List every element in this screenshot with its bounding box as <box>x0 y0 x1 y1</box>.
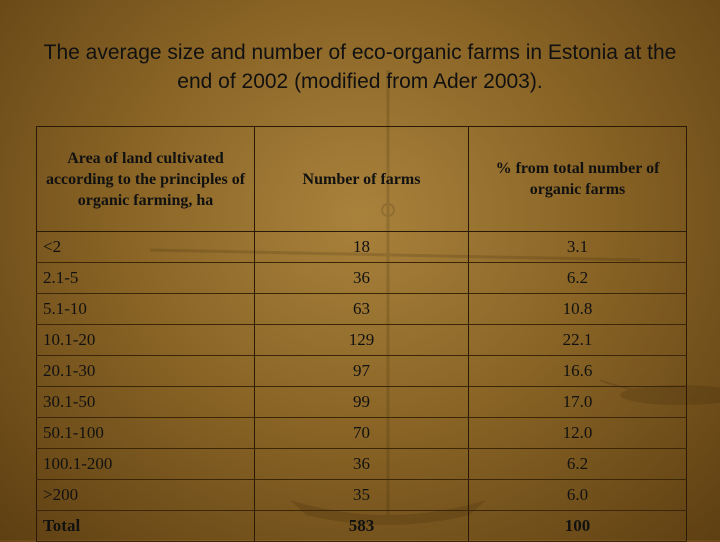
total-number: 583 <box>254 510 469 542</box>
cell-percent: 12.0 <box>468 417 687 449</box>
cell-area: 2.1-5 <box>36 262 255 294</box>
cell-number: 99 <box>254 386 469 418</box>
cell-percent: 6.2 <box>468 262 687 294</box>
total-percent: 100 <box>468 510 687 542</box>
table-row: 20.1-30 97 16.6 <box>36 355 687 387</box>
cell-number: 36 <box>254 262 469 294</box>
cell-area: <2 <box>36 231 255 263</box>
total-label: Total <box>36 510 255 542</box>
cell-area: 100.1-200 <box>36 448 255 480</box>
cell-number: 63 <box>254 293 469 325</box>
table-row: 2.1-5 36 6.2 <box>36 262 687 294</box>
table-header-row: Area of land cultivated according to the… <box>36 126 687 232</box>
table-row: 100.1-200 36 6.2 <box>36 448 687 480</box>
cell-area: 20.1-30 <box>36 355 255 387</box>
table-row: <2 18 3.1 <box>36 231 687 263</box>
cell-area: >200 <box>36 479 255 511</box>
cell-number: 129 <box>254 324 469 356</box>
table-row: 30.1-50 99 17.0 <box>36 386 687 418</box>
cell-number: 97 <box>254 355 469 387</box>
header-number-of-farms: Number of farms <box>254 126 469 232</box>
cell-area: 30.1-50 <box>36 386 255 418</box>
cell-area: 50.1-100 <box>36 417 255 449</box>
table-row: >200 35 6.0 <box>36 479 687 511</box>
cell-percent: 10.8 <box>468 293 687 325</box>
cell-percent: 3.1 <box>468 231 687 263</box>
table-row: 50.1-100 70 12.0 <box>36 417 687 449</box>
cell-percent: 6.0 <box>468 479 687 511</box>
organic-farms-table: Area of land cultivated according to the… <box>36 126 687 542</box>
cell-number: 70 <box>254 417 469 449</box>
cell-number: 35 <box>254 479 469 511</box>
table-total-row: Total 583 100 <box>36 510 687 542</box>
cell-number: 36 <box>254 448 469 480</box>
cell-area: 5.1-10 <box>36 293 255 325</box>
cell-percent: 6.2 <box>468 448 687 480</box>
table-row: 5.1-10 63 10.8 <box>36 293 687 325</box>
slide-title: The average size and number of eco-organ… <box>43 41 677 93</box>
header-percent: % from total number of organic farms <box>468 126 687 232</box>
cell-number: 18 <box>254 231 469 263</box>
cell-percent: 22.1 <box>468 324 687 356</box>
header-area: Area of land cultivated according to the… <box>36 126 255 232</box>
cell-percent: 17.0 <box>468 386 687 418</box>
cell-percent: 16.6 <box>468 355 687 387</box>
cell-area: 10.1-20 <box>36 324 255 356</box>
table-row: 10.1-20 129 22.1 <box>36 324 687 356</box>
